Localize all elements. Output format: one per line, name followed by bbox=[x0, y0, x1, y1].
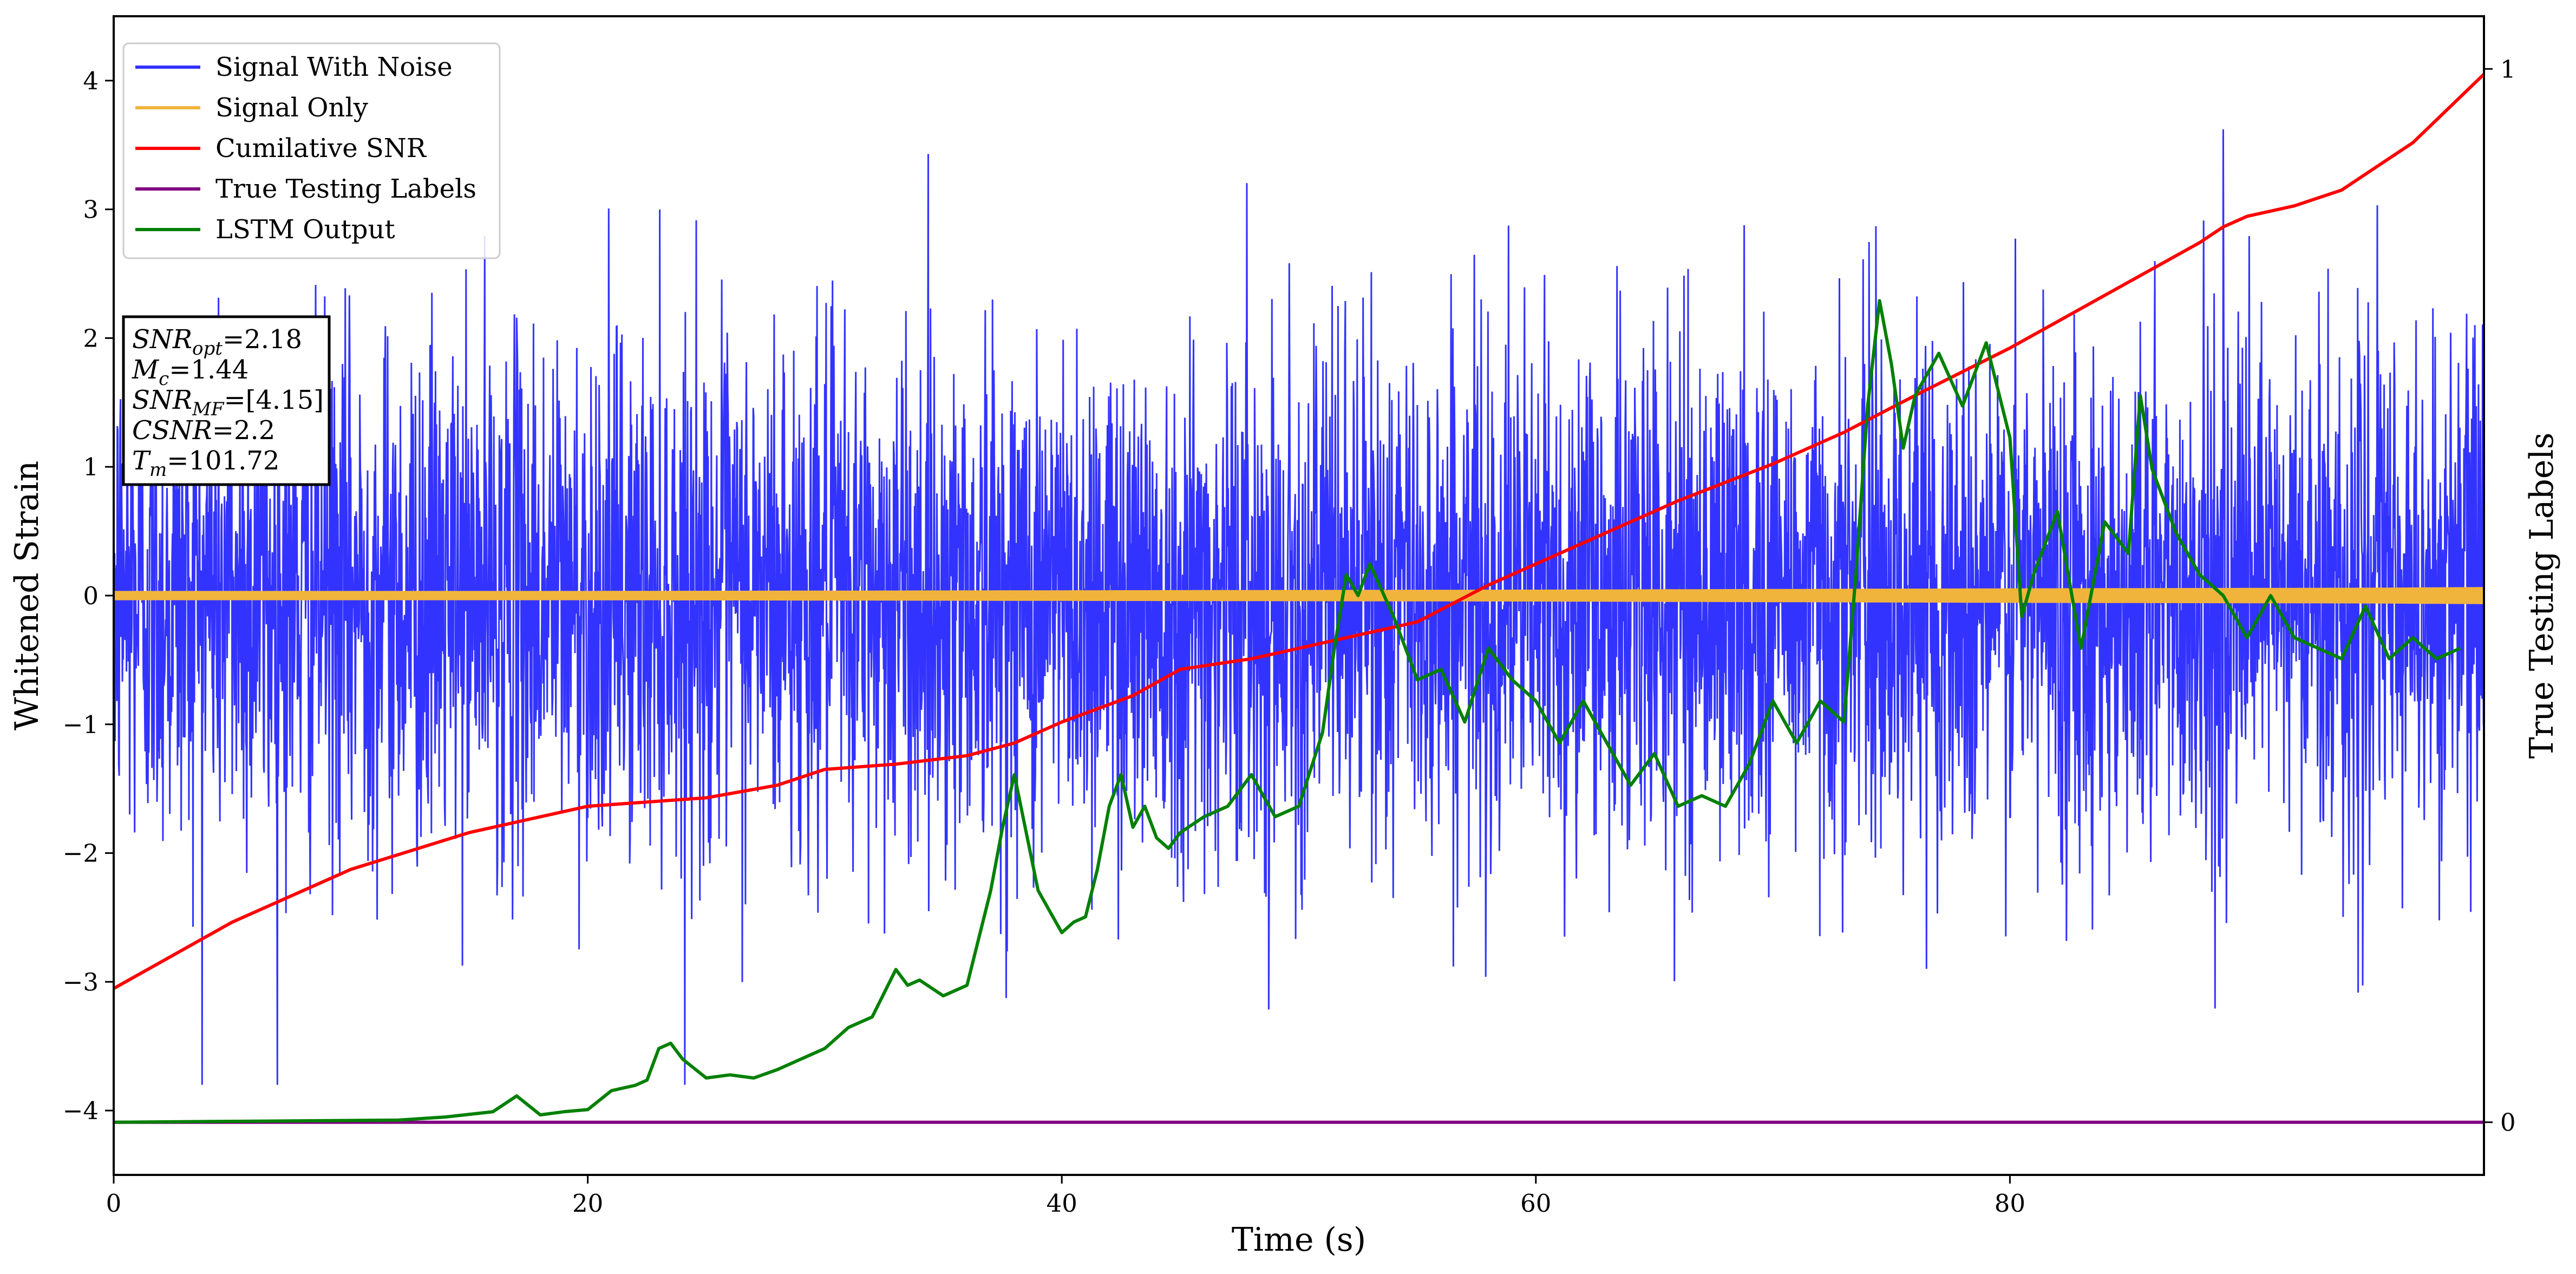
y-tick-label: −4 bbox=[63, 1096, 99, 1125]
legend-label: Signal Only bbox=[215, 93, 368, 123]
annotation-value: =2.2 bbox=[212, 415, 276, 446]
annotation-value: =1.44 bbox=[169, 355, 249, 385]
series-signal-only bbox=[114, 587, 2484, 604]
y2-tick-label: 0 bbox=[2500, 1108, 2516, 1137]
y-tick-label: 1 bbox=[83, 453, 99, 481]
x-tick-label: 80 bbox=[1995, 1189, 2025, 1218]
x-axis-label: Time (s) bbox=[1232, 1221, 1366, 1259]
annotation-value: =101.72 bbox=[167, 446, 279, 476]
annotation-symbol: T bbox=[132, 446, 151, 476]
annotation-symbol: M bbox=[132, 355, 160, 385]
annotation-subscript: m bbox=[149, 459, 167, 481]
annotation-line: SNRMF=[4.15] bbox=[132, 385, 324, 420]
y-tick-label: 3 bbox=[83, 195, 99, 224]
x-tick-label: 0 bbox=[106, 1189, 122, 1218]
annotation-symbol: SNR bbox=[132, 385, 192, 415]
x-tick-label: 60 bbox=[1520, 1189, 1551, 1218]
annotation-value: =[4.15] bbox=[224, 385, 324, 415]
series-signal-with-noise bbox=[114, 129, 2484, 1085]
series-lstm-output bbox=[114, 299, 2461, 1124]
x-tick-label: 40 bbox=[1047, 1189, 1077, 1218]
y-tick-label: −2 bbox=[63, 839, 99, 868]
series-cumilative-snr bbox=[114, 73, 2484, 990]
x-axis-ticks: 0 20 40 60 80 bbox=[106, 1175, 2025, 1218]
legend-label: LSTM Output bbox=[215, 214, 395, 245]
legend-label: True Testing Labels bbox=[215, 174, 476, 204]
y2-tick-label: 1 bbox=[2500, 55, 2516, 83]
legend-label: Cumilative SNR bbox=[215, 133, 427, 164]
y-axis-ticks: −4 −3 −2 −1 0 1 2 3 4 bbox=[63, 67, 114, 1125]
annotation-subscript: MF bbox=[192, 398, 225, 420]
y-tick-label: −1 bbox=[63, 710, 99, 739]
legend: Signal With Noise Signal Only Cumilative S… bbox=[122, 42, 501, 259]
annotation-line: CSNR=2.2 bbox=[132, 415, 275, 446]
annotation-symbol: SNR bbox=[132, 324, 192, 355]
plot-series bbox=[114, 73, 2484, 1124]
y-axis-label: Whitened Strain bbox=[8, 461, 46, 730]
y2-axis-ticks: 01 bbox=[2484, 55, 2516, 1137]
y-tick-label: 0 bbox=[83, 582, 99, 610]
y-tick-label: 4 bbox=[83, 67, 99, 95]
annotation-subscript: c bbox=[159, 368, 169, 390]
annotation-line: Tm=101.72 bbox=[132, 446, 279, 481]
legend-frame bbox=[122, 42, 501, 259]
annotation-value: =2.18 bbox=[223, 324, 302, 355]
annotation-box: SNRopt=2.18Mc=1.44SNRMF=[4.15]CSNR=2.2Tm… bbox=[122, 315, 331, 486]
legend-label: Signal With Noise bbox=[215, 52, 453, 82]
y-tick-label: 2 bbox=[83, 324, 99, 352]
y-tick-label: −3 bbox=[63, 968, 99, 996]
annotation-subscript: opt bbox=[192, 338, 223, 360]
annotation-frame bbox=[122, 315, 331, 486]
x-tick-label: 20 bbox=[572, 1189, 603, 1218]
y2-axis-label: True Testing Labels bbox=[2523, 433, 2561, 759]
annotation-line: SNRopt=2.18 bbox=[132, 324, 302, 360]
annotation-symbol: CSNR bbox=[132, 415, 212, 446]
annotation-line: Mc=1.44 bbox=[132, 355, 249, 390]
